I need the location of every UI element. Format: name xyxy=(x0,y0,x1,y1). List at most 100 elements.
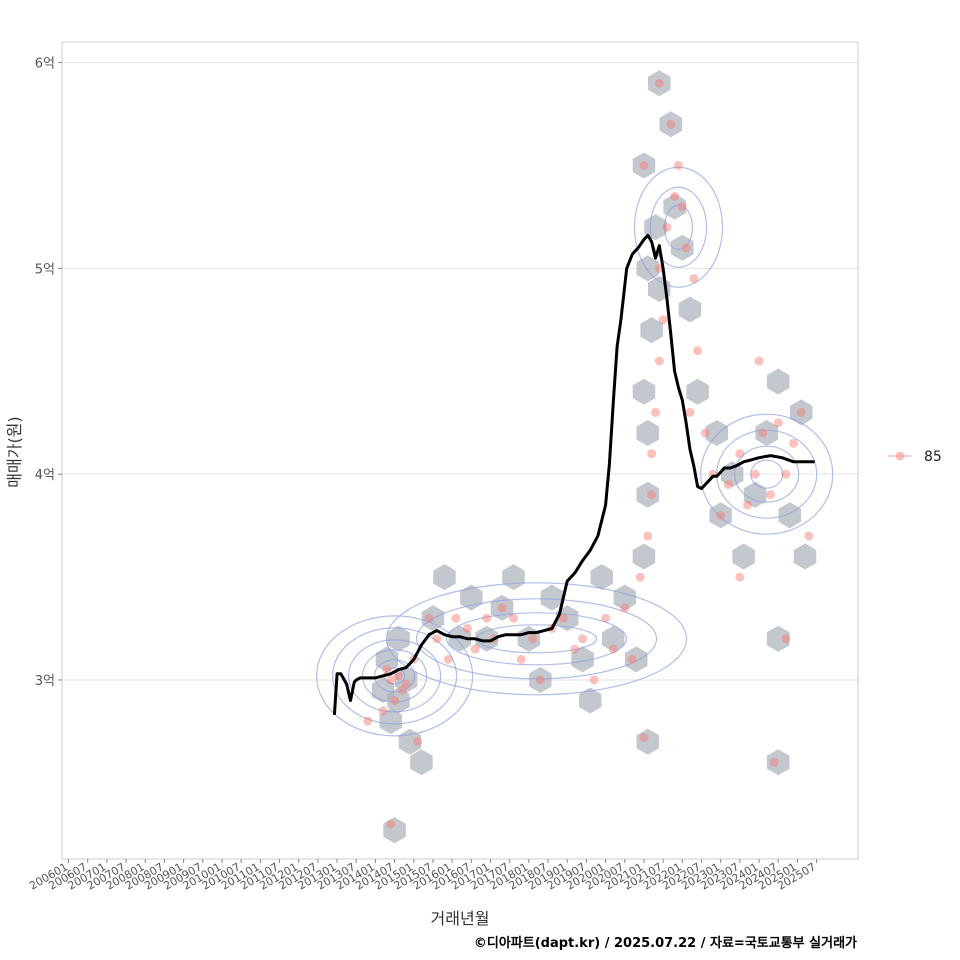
scatter-point xyxy=(639,160,649,170)
hexbin xyxy=(571,646,594,673)
y-tick-label: 4억 xyxy=(35,468,55,483)
scatter-point xyxy=(689,274,699,284)
hexbin xyxy=(636,481,659,508)
scatter-point xyxy=(685,407,695,417)
scatter-point xyxy=(635,572,645,582)
hexbin xyxy=(705,420,729,446)
hexbin xyxy=(613,584,636,611)
hexbin xyxy=(678,296,702,323)
scatter-point xyxy=(382,665,392,675)
scatter-point xyxy=(390,696,400,706)
density-contour xyxy=(415,598,658,680)
hexbin xyxy=(529,667,552,693)
hexbin xyxy=(793,543,817,570)
scatter-point xyxy=(804,531,814,541)
scatter-point xyxy=(650,407,660,417)
scatter-point xyxy=(758,428,768,438)
density-contour xyxy=(750,459,784,489)
scatter-point xyxy=(654,78,664,88)
hexbin xyxy=(556,605,579,632)
scatter-points xyxy=(363,78,814,829)
scatter-point xyxy=(509,613,519,623)
hexbin xyxy=(590,564,613,591)
y-axis-ticks: 3억 4억 5억 6억 xyxy=(35,57,62,689)
scatter-point xyxy=(766,490,776,500)
hexbin xyxy=(686,378,709,405)
grid xyxy=(62,62,858,681)
hexbin xyxy=(475,625,498,652)
hexbin xyxy=(433,564,456,591)
scatter-point xyxy=(386,675,396,685)
hexbin xyxy=(625,646,648,673)
scatter-point xyxy=(401,679,411,689)
scatter-point xyxy=(723,479,733,489)
density-contour xyxy=(649,186,708,268)
scatter-point xyxy=(470,644,480,654)
density-contour xyxy=(700,413,834,535)
source-caption: ©디아파트(dapt.kr) / 2025.07.22 / 자료=국토교통부 실… xyxy=(474,935,857,951)
scatter-point xyxy=(735,449,745,459)
scatter-point xyxy=(670,191,680,201)
density-contours xyxy=(315,166,834,737)
scatter-point xyxy=(424,613,434,623)
scatter-point xyxy=(643,531,653,541)
scatter-point xyxy=(754,356,764,366)
y-tick-label: 5억 xyxy=(35,262,55,277)
density-contour xyxy=(445,612,628,666)
scatter-point xyxy=(608,644,618,654)
hexbin xyxy=(394,667,418,693)
scatter-point xyxy=(386,819,396,829)
scatter-point xyxy=(677,202,687,212)
scatter-point xyxy=(443,654,453,664)
hexbin xyxy=(755,420,778,446)
hexbin xyxy=(648,70,671,97)
scatter-point xyxy=(378,706,388,716)
scatter-point xyxy=(528,634,538,644)
scatter-point xyxy=(735,572,745,582)
scatter-point xyxy=(578,634,588,644)
density-contour xyxy=(331,627,458,725)
scatter-point xyxy=(769,757,779,767)
density-contour xyxy=(347,639,442,713)
x-axis-title: 거래년월 xyxy=(431,909,490,928)
density-contour xyxy=(373,659,416,693)
trend-line-layer xyxy=(332,233,815,715)
hexbin xyxy=(766,368,790,395)
y-axis-title: 매매가(원) xyxy=(5,416,24,487)
hexbin xyxy=(602,625,625,652)
y-tick-label: 3억 xyxy=(35,674,55,689)
scatter-point xyxy=(666,119,676,129)
density-contour xyxy=(315,615,474,737)
scatter-point xyxy=(620,603,630,613)
hexbin xyxy=(636,420,659,446)
panel-border xyxy=(61,41,859,860)
scatter-point xyxy=(601,613,611,623)
hexbin xyxy=(632,152,656,179)
scatter-point xyxy=(781,634,791,644)
scatter-point xyxy=(397,685,407,695)
scatter-point xyxy=(535,675,545,685)
hexbin xyxy=(375,646,399,673)
hexbin xyxy=(732,543,755,570)
legend-label: 85 xyxy=(924,449,942,465)
hexbin xyxy=(379,708,402,735)
trend-line xyxy=(332,233,815,715)
scatter-point xyxy=(627,654,637,664)
scatter-point xyxy=(413,737,423,747)
scatter-point xyxy=(773,418,783,428)
hexbin xyxy=(540,584,564,611)
density-contour xyxy=(385,582,688,696)
scatter-point xyxy=(658,315,668,325)
scatter-point xyxy=(647,449,657,459)
scatter-point xyxy=(796,407,806,417)
legend-key-point xyxy=(895,451,905,461)
hexbin xyxy=(383,817,406,844)
scatter-point xyxy=(451,613,461,623)
hexbin xyxy=(387,625,410,652)
scatter-point xyxy=(570,644,580,654)
scatter-point xyxy=(743,500,753,510)
hexbin xyxy=(659,111,683,138)
y-tick-label: 6억 xyxy=(35,57,55,72)
